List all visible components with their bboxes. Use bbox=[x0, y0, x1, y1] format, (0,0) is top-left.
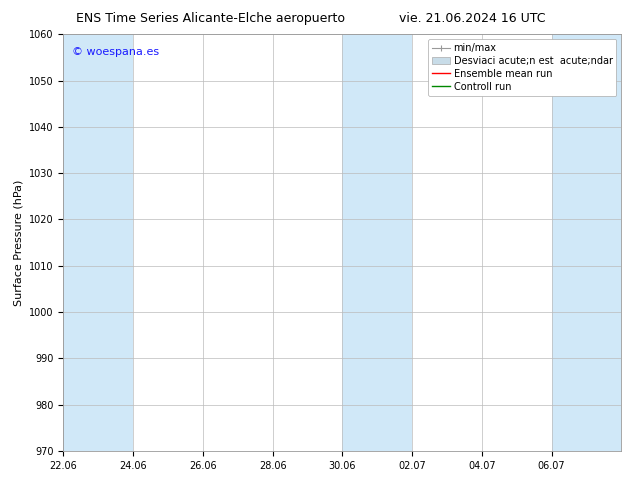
Text: ENS Time Series Alicante-Elche aeropuerto: ENS Time Series Alicante-Elche aeropuert… bbox=[76, 12, 345, 25]
Bar bbox=[552, 34, 621, 451]
Legend: min/max, Desviaci acute;n est  acute;ndar, Ensemble mean run, Controll run: min/max, Desviaci acute;n est acute;ndar… bbox=[429, 39, 616, 96]
Text: © woespana.es: © woespana.es bbox=[72, 47, 159, 57]
Bar bbox=[63, 34, 133, 451]
Y-axis label: Surface Pressure (hPa): Surface Pressure (hPa) bbox=[13, 179, 23, 306]
Text: vie. 21.06.2024 16 UTC: vie. 21.06.2024 16 UTC bbox=[399, 12, 546, 25]
Bar bbox=[342, 34, 412, 451]
